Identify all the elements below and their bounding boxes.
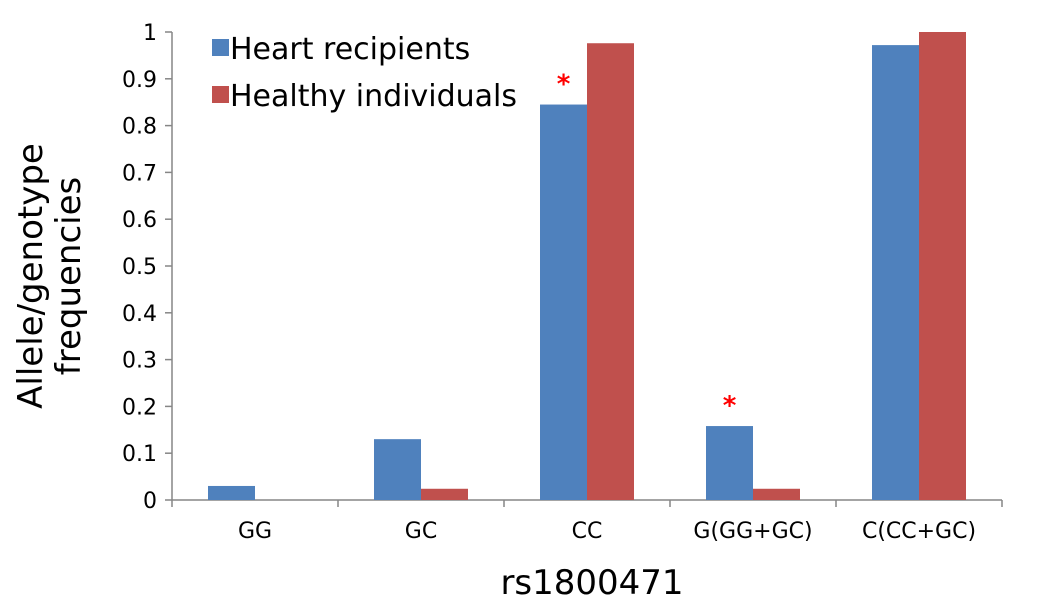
legend: Heart recipients Healthy individuals [212, 32, 517, 114]
y-tick-label: 0.3 [122, 349, 157, 374]
bar [872, 45, 919, 500]
bar [540, 104, 587, 500]
x-tick-label: GG [238, 519, 272, 544]
bar [753, 488, 800, 500]
y-tick-label: 0.1 [122, 442, 157, 467]
y-tick-label: 0.6 [122, 208, 157, 233]
y-tick-label: 0.9 [122, 68, 157, 93]
y-axis-title-line: frequencies [49, 177, 89, 376]
bars [208, 32, 966, 501]
x-axis-title: rs1800471 [500, 563, 683, 603]
y-axis-title-line: Allele/genotype [11, 143, 51, 409]
y-tick-label: 0.2 [122, 395, 157, 420]
y-tick-label: 0.8 [122, 115, 157, 140]
x-tick-label: C(CC+GC) [862, 519, 976, 544]
annotations: ** [557, 70, 737, 422]
bar [421, 488, 468, 500]
bar [208, 485, 255, 500]
legend-label: Healthy individuals [230, 79, 517, 114]
legend-swatch [212, 86, 229, 103]
x-tick-label: G(GG+GC) [693, 519, 812, 544]
significance-marker: * [723, 391, 737, 421]
x-tick-label: CC [572, 519, 603, 544]
bar [706, 426, 753, 500]
y-tick-label: 0.5 [122, 255, 157, 280]
y-tick-label: 0 [143, 489, 157, 514]
x-tick-label: GC [405, 519, 437, 544]
bar [374, 439, 421, 500]
y-tick-label: 0.7 [122, 161, 157, 186]
bar [587, 43, 634, 501]
bar [919, 32, 966, 500]
y-tick-label: 1 [143, 21, 157, 46]
significance-marker: * [557, 70, 571, 100]
legend-label: Heart recipients [230, 32, 470, 67]
y-tick-label: 0.4 [122, 302, 157, 327]
legend-swatch [212, 39, 229, 56]
y-axis: 0 0.1 0.2 0.3 0.4 0.5 0.6 0.7 0.8 0.9 1 [122, 21, 173, 514]
x-axis: GG GC CC G(GG+GC) C(CC+GC) [171, 499, 1003, 544]
